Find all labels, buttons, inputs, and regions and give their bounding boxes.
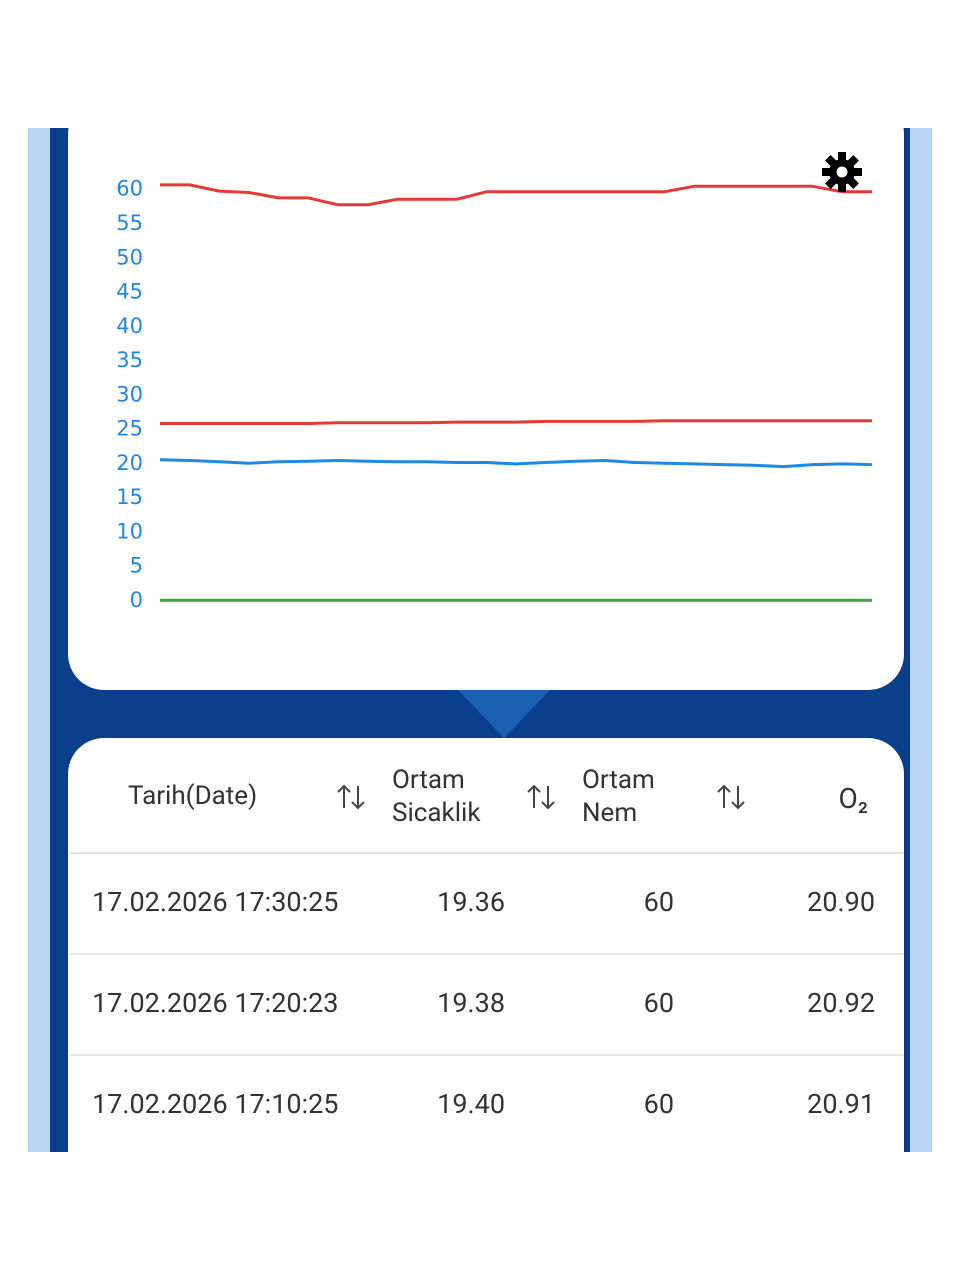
table-cell: 19.38 [437,987,505,1019]
y-tick-label: 60 [116,177,143,201]
y-tick-label: 40 [116,314,143,338]
table-cell: 20.92 [807,987,875,1019]
table-cell: 19.36 [437,886,505,918]
table-cell: 60 [643,987,674,1019]
series-line [159,458,873,469]
column-header[interactable]: Ortam Nem [582,765,655,828]
table-cell: 17.02.2026 17:30:25 [92,886,339,918]
sort-icon[interactable] [336,782,366,812]
y-tick-label: 15 [116,485,143,509]
gear-hole [836,166,848,178]
y-tick-label: 35 [116,348,143,372]
series-line [160,419,872,425]
column-header[interactable]: Tarih(Date) [128,781,258,811]
column-header[interactable]: Ortam Sicaklik [392,765,481,828]
y-tick-label: 50 [116,245,143,269]
settings-button[interactable] [822,152,862,192]
y-tick-label: 30 [116,382,143,406]
y-tick-label: 10 [116,519,143,543]
y-tick-label: 55 [116,211,143,235]
table-cell: 20.91 [807,1088,875,1120]
table-cell: 17.02.2026 17:10:25 [92,1088,339,1120]
chart-card: 60 55 50 45 40 35 30 25 20 15 10 5 0 [68,128,904,690]
row-separator [70,953,904,955]
y-tick-label: 0 [130,588,143,612]
sort-icon[interactable] [716,782,746,812]
row-separator [70,852,904,854]
table-cell: 19.40 [437,1088,505,1120]
decoration [458,690,550,738]
row-separator [70,1054,904,1056]
app-area: 60 55 50 45 40 35 30 25 20 15 10 5 0 Tarih(Date) Ort… [28,128,932,1152]
series-line [160,183,872,207]
y-tick-label: 25 [116,417,143,441]
y-tick-label: 5 [130,554,143,578]
table-card: Tarih(Date) Ortam Sicaklik Ortam Nem O₂ … [68,738,904,1152]
sort-icon[interactable] [526,782,556,812]
table-cell: 60 [643,1088,674,1120]
y-tick-label: 20 [116,451,143,475]
table-cell: 20.90 [807,886,875,918]
table-cell: 60 [643,886,674,918]
y-tick-label: 45 [116,280,143,304]
table-cell: 17.02.2026 17:20:23 [92,987,339,1019]
column-header[interactable]: O₂ [838,782,868,815]
